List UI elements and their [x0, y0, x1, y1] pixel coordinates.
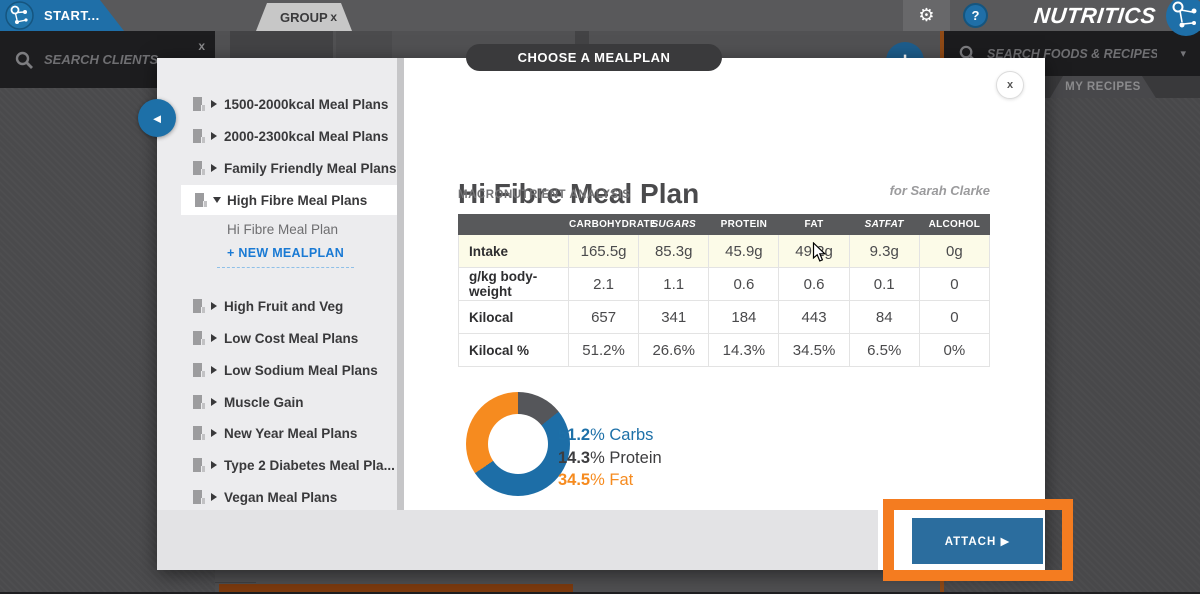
close-modal-button[interactable]: x — [996, 71, 1024, 99]
mealplan-folder-icon — [193, 97, 205, 111]
mealplan-folder-icon — [193, 395, 205, 409]
category-muscle-gain[interactable]: Muscle Gain — [157, 386, 397, 418]
macro-donut — [466, 392, 570, 496]
top-bar: NUTRITICS ⚙ ? — [0, 0, 1200, 36]
attach-button[interactable]: ATTACH ▶ — [912, 518, 1043, 564]
start-tab[interactable]: START... — [0, 0, 124, 31]
legend-carbs: 51.2% Carbs — [558, 426, 654, 444]
help-button[interactable]: ? — [963, 3, 988, 28]
collapse-sidebar-button[interactable]: ◄ — [138, 99, 176, 137]
bottom-accent-bar — [219, 584, 573, 592]
new-mealplan-link[interactable]: + NEW MEALPLAN — [217, 246, 355, 268]
clear-search-icon[interactable]: x — [198, 39, 205, 53]
panel-divider — [397, 58, 404, 510]
mealplan-folder-icon — [193, 161, 205, 175]
mealplan-folder-icon — [193, 490, 205, 504]
window-bottom-edge — [0, 592, 1200, 594]
chevron-down-icon[interactable]: ▾ — [1180, 48, 1186, 60]
category-1500-2000kcal[interactable]: 1500-2000kcal Meal Plans — [157, 88, 397, 120]
table-header-row: CARBOHYDRATE SUGARS PROTEIN FAT SATFAT A… — [458, 214, 991, 235]
chevron-right-icon — [211, 429, 217, 437]
brand-molecule-icon — [1166, 0, 1200, 36]
chevron-right-icon — [211, 493, 217, 501]
chevron-right-icon — [211, 132, 217, 140]
mouse-cursor — [812, 242, 827, 262]
chevron-left-icon: ◄ — [150, 110, 164, 126]
group-tab-label: GROUP — [280, 9, 328, 25]
table-row: Intake 165.5g 85.3g 45.9g 49.2g 9.3g 0g — [458, 234, 991, 268]
toolbar-block — [336, 31, 392, 58]
start-tab-label: START... — [44, 8, 100, 23]
category-vegan[interactable]: Vegan Meal Plans — [157, 481, 397, 513]
search-icon — [15, 51, 33, 69]
table-row: Kilocal % 51.2% 26.6% 14.3% 34.5% 6.5% 0… — [458, 333, 991, 367]
mealplan-folder-icon — [193, 426, 205, 440]
category-new-year[interactable]: New Year Meal Plans — [157, 417, 397, 449]
modal-title-pill: CHOOSE A MEALPLAN — [466, 44, 722, 71]
category-2000-2300kcal[interactable]: 2000-2300kcal Meal Plans — [157, 120, 397, 152]
macronutrient-table: CARBOHYDRATE SUGARS PROTEIN FAT SATFAT A… — [458, 214, 991, 367]
category-high-fibre-selected[interactable]: High Fibre Meal Plans — [181, 185, 397, 215]
search-clients-input[interactable] — [44, 52, 174, 67]
group-tab[interactable]: GROUP x — [256, 3, 352, 31]
brand-logo: NUTRITICS — [1032, 0, 1158, 31]
page-title: Hi Fibre Meal Plan — [458, 178, 700, 209]
gear-icon: ⚙ — [918, 5, 935, 25]
chevron-down-icon — [213, 197, 221, 203]
toolbar-block — [230, 31, 333, 58]
mealplan-folder-icon — [193, 331, 205, 345]
mealplan-folder-icon — [193, 129, 205, 143]
legend-fat: 34.5% Fat — [558, 471, 634, 489]
mealplan-folder-icon — [193, 299, 205, 313]
category-low-cost[interactable]: Low Cost Meal Plans — [157, 322, 397, 354]
table-row: g/kg body-weight 2.1 1.1 0.6 0.6 0.1 0 — [458, 267, 991, 301]
chevron-right-icon — [211, 164, 217, 172]
category-type2-diabetes[interactable]: Type 2 Diabetes Meal Pla... — [157, 449, 397, 481]
plan-for-client: for Sarah Clarke — [889, 183, 990, 198]
legend-protein: 14.3% Protein — [558, 448, 662, 467]
choose-mealplan-modal: 1500-2000kcal Meal Plans 2000-2300kcal M… — [157, 58, 1045, 570]
donut-hole — [488, 414, 548, 474]
section-title: MACRONUTRIENT ANALYSIS — [458, 189, 631, 201]
help-icon: ? — [971, 8, 980, 23]
brand-text: NUTRITICS — [1032, 2, 1158, 28]
modal-title: CHOOSE A MEALPLAN — [517, 50, 671, 65]
category-low-sodium[interactable]: Low Sodium Meal Plans — [157, 354, 397, 386]
mealplan-folder-icon — [193, 458, 205, 472]
chevron-right-icon — [211, 461, 217, 469]
donut-legend: 51.2% Carbs 14.3% Protein 34.5% Fat — [558, 424, 662, 492]
mealplan-folder-icon — [193, 363, 205, 377]
chevron-right-icon — [211, 334, 217, 342]
chevron-right-icon — [211, 100, 217, 108]
mealplan-folder-icon — [195, 193, 207, 207]
attach-highlight-annotation — [883, 499, 1073, 581]
tab-my-recipes[interactable]: MY RECIPES — [1050, 76, 1156, 98]
chevron-right-icon — [211, 302, 217, 310]
group-tab-close-icon[interactable]: x — [330, 10, 337, 24]
chevron-right-icon — [211, 366, 217, 374]
category-family-friendly[interactable]: Family Friendly Meal Plans — [157, 152, 397, 184]
settings-button[interactable]: ⚙ — [903, 0, 950, 31]
category-high-fruit-veg[interactable]: High Fruit and Veg — [157, 290, 397, 322]
mealplan-item-hi-fibre[interactable]: Hi Fibre Meal Plan — [227, 222, 339, 237]
chevron-right-icon — [211, 398, 217, 406]
app-logo-icon — [5, 1, 34, 30]
search-foods-input[interactable] — [987, 46, 1157, 61]
close-icon: x — [1006, 79, 1014, 91]
table-row: Kilocal 657 341 184 443 84 0 — [458, 300, 991, 334]
